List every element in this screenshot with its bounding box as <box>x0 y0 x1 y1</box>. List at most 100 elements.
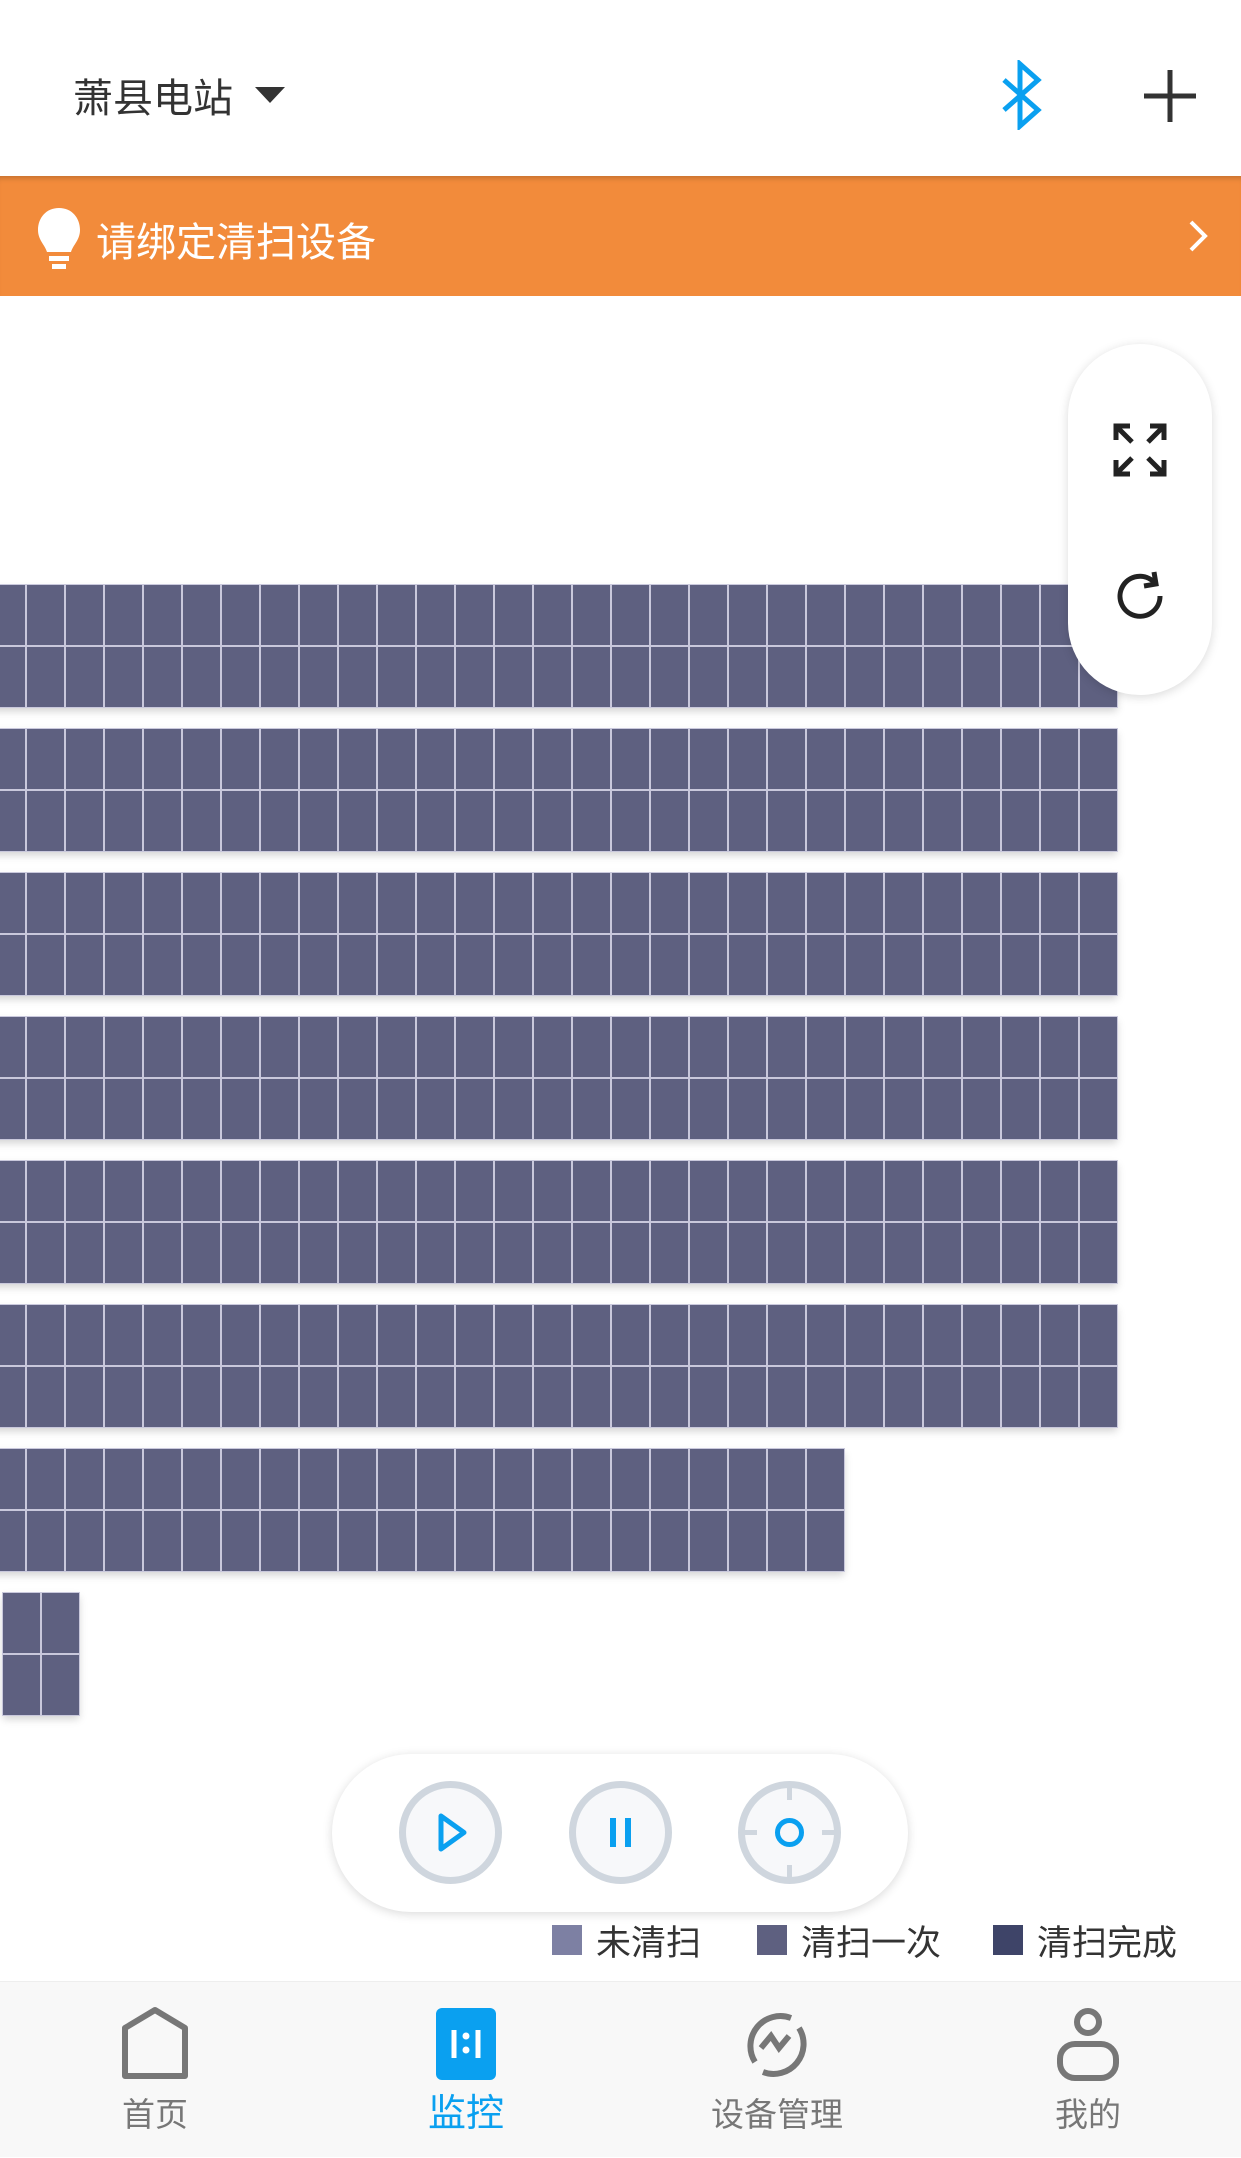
panel-cell[interactable] <box>1040 1160 1079 1284</box>
panel-cell[interactable] <box>299 584 338 708</box>
panel-cell[interactable] <box>650 1016 689 1140</box>
panel-cell[interactable] <box>0 1304 26 1428</box>
tab-monitor[interactable]: 监控 <box>366 1982 566 2158</box>
panel-cell[interactable] <box>299 872 338 996</box>
bind-device-banner[interactable]: 请绑定清扫设备 <box>0 176 1241 296</box>
panel-cell[interactable] <box>221 1304 260 1428</box>
panel-cell[interactable] <box>962 1016 1001 1140</box>
panel-cell[interactable] <box>767 728 806 852</box>
panel-cell[interactable] <box>845 1160 884 1284</box>
panel-cell[interactable] <box>221 728 260 852</box>
panel-cell[interactable] <box>377 872 416 996</box>
panel-cell[interactable] <box>416 584 455 708</box>
panel-cell[interactable] <box>182 1304 221 1428</box>
panel-cell[interactable] <box>572 1160 611 1284</box>
panel-cell[interactable] <box>26 1304 65 1428</box>
panel-cell[interactable] <box>689 1160 728 1284</box>
panel-cell[interactable] <box>572 1448 611 1572</box>
panel-cell[interactable] <box>728 872 767 996</box>
panel-cell[interactable] <box>806 1448 845 1572</box>
panel-cell[interactable] <box>182 1160 221 1284</box>
panel-cell[interactable] <box>182 728 221 852</box>
panel-cell[interactable] <box>962 1304 1001 1428</box>
panel-cell[interactable] <box>1001 872 1040 996</box>
panel-cell[interactable] <box>728 584 767 708</box>
panel-cell[interactable] <box>65 728 104 852</box>
tab-home[interactable]: 首页 <box>55 1982 255 2158</box>
panel-cell[interactable] <box>104 584 143 708</box>
panel-cell[interactable] <box>611 1160 650 1284</box>
panel-cell[interactable] <box>806 872 845 996</box>
panel-cell[interactable] <box>260 1448 299 1572</box>
panel-cell[interactable] <box>338 584 377 708</box>
panel-cell[interactable] <box>104 872 143 996</box>
panel-cell[interactable] <box>806 584 845 708</box>
panel-cell[interactable] <box>923 584 962 708</box>
panel-cell[interactable] <box>1001 584 1040 708</box>
panel-cell[interactable] <box>221 1016 260 1140</box>
panel-cell[interactable] <box>494 584 533 708</box>
panel-cell[interactable] <box>962 872 1001 996</box>
panel-cell[interactable] <box>0 872 26 996</box>
tab-mine[interactable]: 我的 <box>988 1982 1188 2158</box>
panel-cell[interactable] <box>65 1160 104 1284</box>
panel-cell[interactable] <box>143 1016 182 1140</box>
panel-cell[interactable] <box>689 1016 728 1140</box>
panel-cell[interactable] <box>494 1016 533 1140</box>
panel-cell[interactable] <box>143 1304 182 1428</box>
panel-cell[interactable] <box>416 1448 455 1572</box>
panel-cell[interactable] <box>884 728 923 852</box>
panel-cell[interactable] <box>416 872 455 996</box>
panel-cell[interactable] <box>104 728 143 852</box>
panel-cell[interactable] <box>65 1448 104 1572</box>
panel-cell[interactable] <box>962 584 1001 708</box>
panel-cell[interactable] <box>650 1160 689 1284</box>
panel-cell[interactable] <box>611 1016 650 1140</box>
panel-cell[interactable] <box>923 872 962 996</box>
panel-cell[interactable] <box>299 1448 338 1572</box>
panel-cell[interactable] <box>104 1448 143 1572</box>
panel-cell[interactable] <box>767 1160 806 1284</box>
panel-cell[interactable] <box>143 728 182 852</box>
panel-cell[interactable] <box>845 728 884 852</box>
panel-cell[interactable] <box>845 584 884 708</box>
panel-cell[interactable] <box>884 584 923 708</box>
panel-cell[interactable] <box>806 1016 845 1140</box>
panel-cell[interactable] <box>533 584 572 708</box>
panel-cell[interactable] <box>377 1304 416 1428</box>
panel-cell[interactable] <box>182 1448 221 1572</box>
panel-cell[interactable] <box>1040 872 1079 996</box>
panel-cell[interactable] <box>377 1160 416 1284</box>
tab-device-management[interactable]: 设备管理 <box>677 1982 877 2158</box>
panel-cell[interactable] <box>143 1448 182 1572</box>
panel-cell[interactable] <box>533 1304 572 1428</box>
panel-cell[interactable] <box>260 728 299 852</box>
panel-cell[interactable] <box>65 1016 104 1140</box>
panel-cell[interactable] <box>41 1592 80 1716</box>
panel-cell[interactable] <box>767 584 806 708</box>
panel-cell[interactable] <box>1001 1304 1040 1428</box>
panel-cell[interactable] <box>182 872 221 996</box>
panel-cell[interactable] <box>845 872 884 996</box>
panel-cell[interactable] <box>533 1160 572 1284</box>
panel-cell[interactable] <box>377 728 416 852</box>
panel-cell[interactable] <box>65 872 104 996</box>
pause-button[interactable] <box>569 1781 672 1884</box>
panel-cell[interactable] <box>455 1304 494 1428</box>
panel-cell[interactable] <box>338 872 377 996</box>
panel-cell[interactable] <box>455 584 494 708</box>
panel-cell[interactable] <box>416 1016 455 1140</box>
panel-cell[interactable] <box>26 1448 65 1572</box>
panel-cell[interactable] <box>845 1304 884 1428</box>
panel-cell[interactable] <box>260 1304 299 1428</box>
panel-cell[interactable] <box>0 584 26 708</box>
panel-cell[interactable] <box>221 584 260 708</box>
panel-cell[interactable] <box>923 728 962 852</box>
panel-cell[interactable] <box>299 1304 338 1428</box>
panel-cell[interactable] <box>494 872 533 996</box>
panel-cell[interactable] <box>767 872 806 996</box>
panel-cell[interactable] <box>455 872 494 996</box>
panel-cell[interactable] <box>611 872 650 996</box>
panel-cell[interactable] <box>26 872 65 996</box>
panel-cell[interactable] <box>728 1304 767 1428</box>
